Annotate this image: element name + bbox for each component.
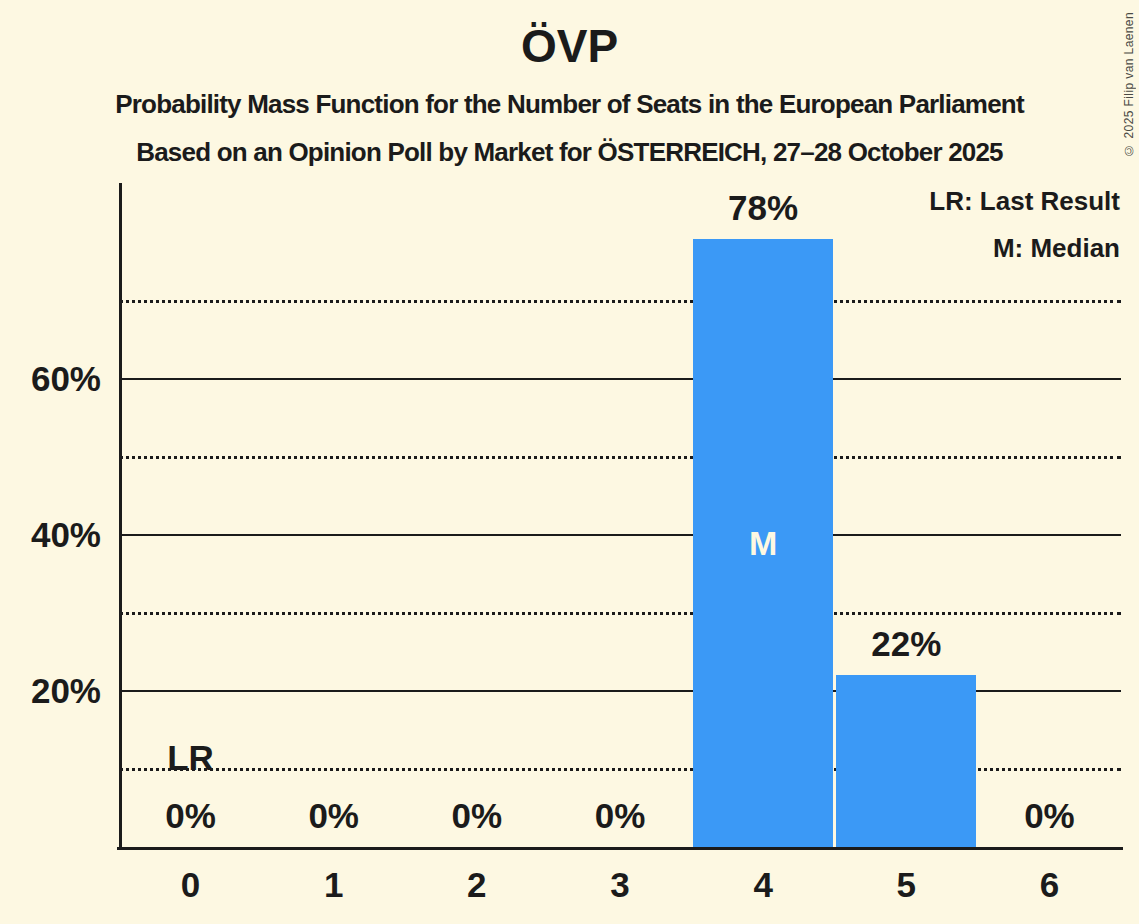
bar-value-label-5: 22% xyxy=(836,623,976,665)
chart-subtitle-line2: Based on an Opinion Poll by Market for Ö… xyxy=(0,135,1139,169)
x-axis-label-2: 2 xyxy=(407,864,547,906)
minor-gridline-70pct xyxy=(119,300,1121,303)
chart-subtitle-line1: Probability Mass Function for the Number… xyxy=(0,87,1139,121)
bar-5-seats xyxy=(836,675,976,847)
y-axis-line xyxy=(119,183,122,850)
major-gridline-60pct xyxy=(119,378,1121,380)
chart-canvas: { "header": { "title": "ÖVP", "subtitle1… xyxy=(0,0,1139,924)
bar-value-label-3: 0% xyxy=(550,795,690,837)
median-marker-label: M xyxy=(693,522,833,564)
x-axis-label-5: 5 xyxy=(836,864,976,906)
legend-last-result: LR: Last Result xyxy=(929,185,1120,217)
last-result-marker-label: LR xyxy=(121,737,261,779)
bar-value-label-6: 0% xyxy=(979,795,1119,837)
y-axis-label-40pct: 40% xyxy=(0,514,101,556)
x-axis-label-6: 6 xyxy=(979,864,1119,906)
minor-gridline-50pct xyxy=(119,456,1121,459)
x-axis-label-3: 3 xyxy=(550,864,690,906)
copyright-notice: © 2025 Filip van Laenen xyxy=(1122,12,1136,157)
bar-value-label-0: 0% xyxy=(121,795,261,837)
legend-median: M: Median xyxy=(993,232,1120,264)
y-axis-label-60pct: 60% xyxy=(0,358,101,400)
y-axis-label-20pct: 20% xyxy=(0,670,101,712)
x-axis-line xyxy=(117,847,1123,850)
x-axis-label-0: 0 xyxy=(121,864,261,906)
bar-value-label-4: 78% xyxy=(693,187,833,229)
x-axis-label-4: 4 xyxy=(693,864,833,906)
chart-title: ÖVP xyxy=(0,18,1139,74)
x-axis-label-1: 1 xyxy=(264,864,404,906)
bar-value-label-2: 0% xyxy=(407,795,547,837)
major-gridline-40pct xyxy=(119,534,1121,536)
minor-gridline-30pct xyxy=(119,612,1121,615)
bar-value-label-1: 0% xyxy=(264,795,404,837)
